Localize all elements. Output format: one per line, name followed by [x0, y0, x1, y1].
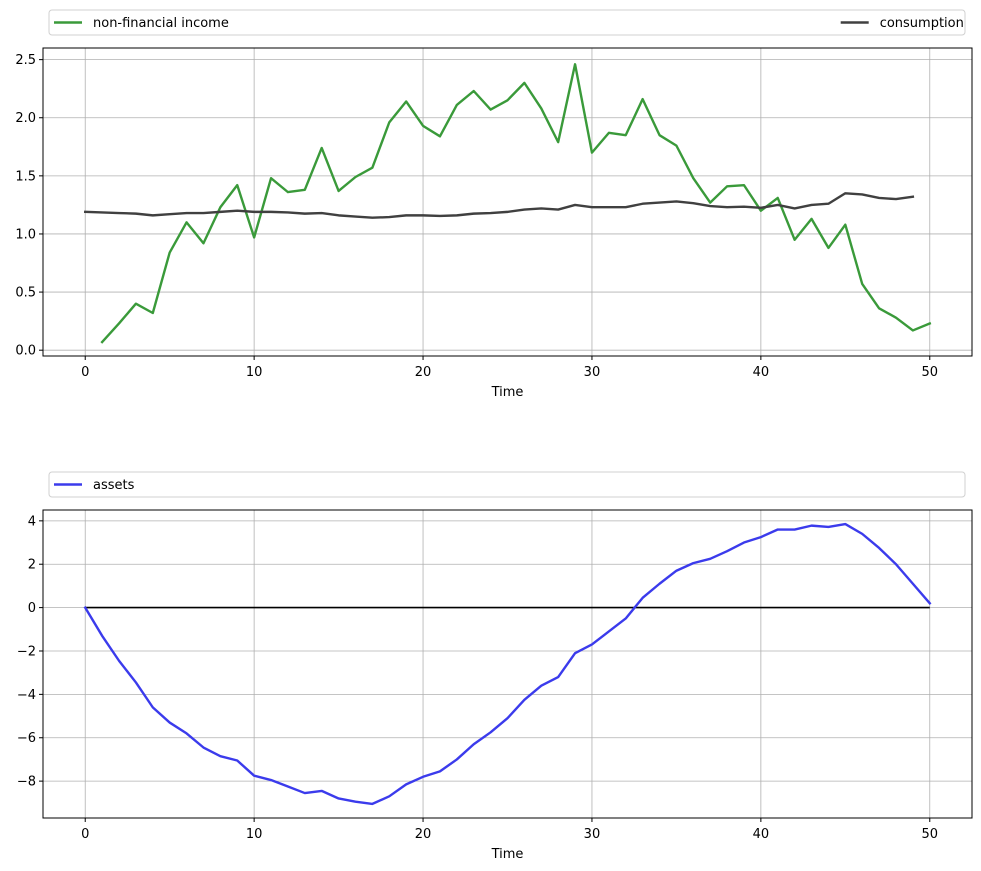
- legend-label: assets: [93, 478, 135, 493]
- x-tick-label: 10: [246, 827, 263, 842]
- x-tick-label: 20: [415, 365, 432, 380]
- legend-label: consumption: [880, 16, 964, 31]
- y-tick-label: 1.5: [15, 169, 36, 184]
- axes-frame: [42, 509, 973, 819]
- y-tick-label: −4: [17, 688, 36, 703]
- x-tick-label: 50: [921, 827, 938, 842]
- x-tick-label: 0: [81, 365, 89, 380]
- y-tick-label: 4: [28, 514, 36, 529]
- x-tick-label: 40: [753, 827, 770, 842]
- x-tick-label: 10: [246, 365, 263, 380]
- legend: non-financial income consumption: [48, 9, 966, 36]
- chart-panel-1: 0 10 20 30 40 50 0.0 0.5 1.0 1.5 2.0 2.5 Time non-fin…: [15, 9, 973, 400]
- x-axis-label: Time: [491, 385, 524, 400]
- y-tick-label: 0: [28, 601, 36, 616]
- legend-label: non-financial income: [93, 16, 229, 31]
- axes-frame: [42, 47, 973, 357]
- x-axis-label: Time: [491, 847, 524, 862]
- x-tick-label: 0: [81, 827, 89, 842]
- series-line-consumption: [83, 192, 915, 219]
- x-tick-label: 30: [584, 827, 601, 842]
- x-tick-label: 20: [415, 827, 432, 842]
- legend: assets: [48, 471, 966, 498]
- legend-box: [48, 9, 966, 36]
- x-tick-label: 40: [753, 365, 770, 380]
- chart-panel-2: 0 10 20 30 40 50 −8 −6 −4 −2 0 2 4 Time assets: [17, 471, 973, 862]
- y-tick-label: −2: [17, 644, 36, 659]
- y-tick-label: 2.5: [15, 53, 36, 68]
- y-tick-label: 1.0: [15, 227, 36, 242]
- series-line-non-financial-income: [100, 63, 932, 344]
- y-tick-label: 0.0: [15, 344, 36, 359]
- x-tick-label: 50: [921, 365, 938, 380]
- x-tick-label: 30: [584, 365, 601, 380]
- y-tick-label: −8: [17, 775, 36, 790]
- legend-box: [48, 471, 966, 498]
- y-tick-label: 0.5: [15, 286, 36, 301]
- y-tick-label: 2.0: [15, 111, 36, 126]
- series-line-assets: [83, 522, 932, 806]
- y-tick-label: 2: [28, 558, 36, 573]
- y-tick-label: −6: [17, 731, 36, 746]
